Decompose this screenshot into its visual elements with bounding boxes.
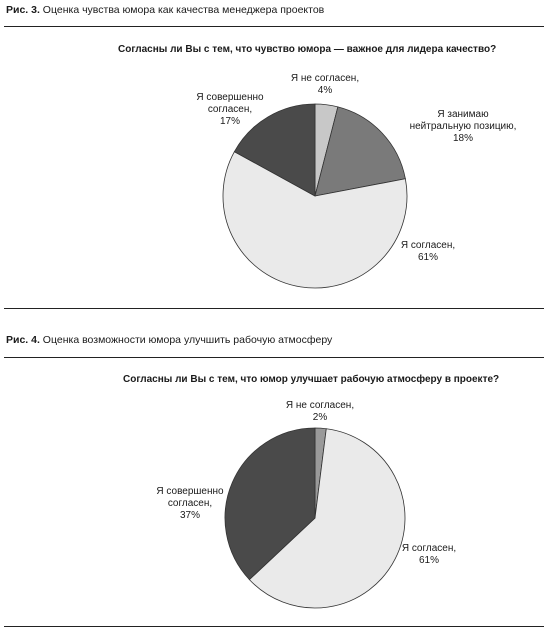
chart-2-question: Согласны ли Вы с тем, что юмор улучшает … — [123, 374, 500, 385]
figure-4-number: Рис. 4. — [6, 334, 40, 346]
figure-3-title: Оценка чувства юмора как качества менедж… — [39, 4, 325, 16]
figure-3-number: Рис. 3. — [6, 4, 40, 16]
chart-2-label-disagree: Я не согласен, 2% — [285, 400, 355, 423]
chart-1-slice-3 — [222, 151, 408, 289]
figure-4-caption: Рис. 4. Оценка возможности юмора улучшит… — [6, 334, 332, 346]
chart-1-label-neutral: Я занимаю нейтральную позицию, 18% — [409, 109, 517, 144]
chart-1-slice-2 — [314, 106, 406, 197]
chart-2-label-agree: Я согласен, 61% — [401, 543, 457, 566]
chart-1-pie — [222, 103, 408, 289]
chart-2-label-strongly-agree: Я совершенно согласен, 37% — [156, 486, 224, 521]
figure-3-bottom-rule — [4, 308, 544, 309]
figure-3-caption: Рис. 3. Оценка чувства юмора как качеств… — [6, 4, 324, 16]
figure-4-top-rule — [4, 357, 544, 358]
chart-1-question: Согласны ли Вы с тем, что чувство юмора … — [118, 44, 497, 55]
figure-4-title: Оценка возможности юмора улучшить рабочу… — [39, 334, 333, 346]
chart-2-pie — [224, 427, 406, 609]
chart-1-label-agree: Я согласен, 61% — [400, 240, 456, 263]
chart-1-slice-4 — [233, 103, 316, 197]
figure-4-bottom-rule — [4, 626, 544, 627]
chart-1-label-strongly-agree: Я совершенно согласен, 17% — [196, 92, 264, 127]
chart-2-slice-3 — [224, 427, 316, 581]
chart-1-label-disagree: Я не согласен, 4% — [290, 73, 360, 96]
chart-2-slice-2 — [248, 428, 406, 609]
figure-3-top-rule — [4, 26, 544, 27]
